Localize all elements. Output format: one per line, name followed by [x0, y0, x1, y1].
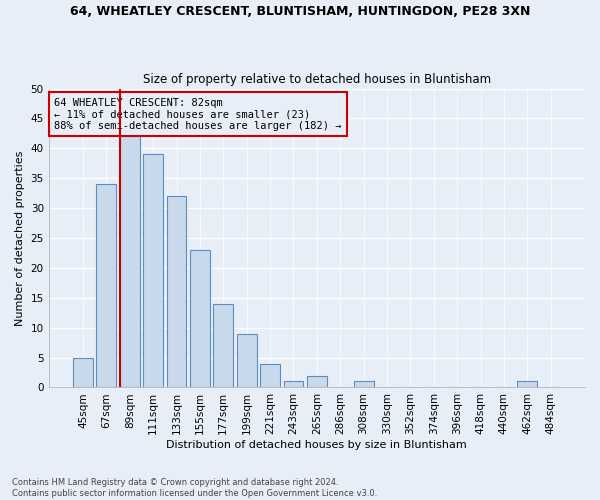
Bar: [120, 136, 140, 388]
Bar: [237, 334, 257, 388]
Y-axis label: Number of detached properties: Number of detached properties: [15, 150, 25, 326]
Bar: [73, 358, 93, 388]
Text: 64, WHEATLEY CRESCENT, BLUNTISHAM, HUNTINGDON, PE28 3XN: 64, WHEATLEY CRESCENT, BLUNTISHAM, HUNTI…: [70, 5, 530, 18]
X-axis label: Distribution of detached houses by size in Bluntisham: Distribution of detached houses by size …: [166, 440, 467, 450]
Bar: [143, 154, 163, 388]
Bar: [284, 382, 304, 388]
Bar: [353, 382, 374, 388]
Bar: [307, 376, 327, 388]
Bar: [260, 364, 280, 388]
Text: 64 WHEATLEY CRESCENT: 82sqm
← 11% of detached houses are smaller (23)
88% of sem: 64 WHEATLEY CRESCENT: 82sqm ← 11% of det…: [54, 98, 341, 130]
Text: Contains HM Land Registry data © Crown copyright and database right 2024.
Contai: Contains HM Land Registry data © Crown c…: [12, 478, 377, 498]
Bar: [214, 304, 233, 388]
Bar: [97, 184, 116, 388]
Bar: [190, 250, 210, 388]
Bar: [167, 196, 187, 388]
Title: Size of property relative to detached houses in Bluntisham: Size of property relative to detached ho…: [143, 73, 491, 86]
Bar: [517, 382, 537, 388]
